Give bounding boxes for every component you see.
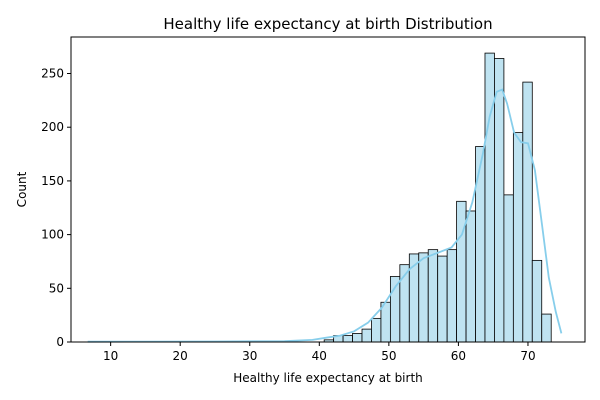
histogram-bar	[465, 210, 476, 343]
bars-group	[323, 52, 552, 343]
y-tick-label: 200	[41, 120, 64, 134]
histogram-bar	[342, 335, 353, 343]
x-tick-label: 70	[520, 349, 535, 363]
y-axis-ticks: 0 50 100 150 200 250	[41, 67, 71, 349]
histogram-bar	[352, 333, 363, 343]
x-tick-label: 10	[103, 349, 118, 363]
y-tick-label: 150	[41, 174, 64, 188]
histogram-bar	[418, 252, 429, 343]
x-axis-label: Healthy life expectancy at birth	[233, 371, 423, 385]
histogram-bar	[446, 249, 458, 343]
y-tick-label: 0	[56, 335, 64, 349]
histogram-bar	[456, 200, 467, 343]
histogram-bar	[531, 259, 543, 343]
x-axis-ticks: 10 20 30 40 50 60 70	[103, 342, 536, 363]
histogram-bar	[484, 52, 495, 343]
histogram-bar	[503, 194, 514, 343]
histogram-bar	[512, 132, 524, 343]
histogram-bar	[361, 328, 372, 343]
histogram-bar	[541, 313, 552, 343]
x-tick-label: 30	[242, 349, 257, 363]
y-tick-label: 250	[41, 67, 64, 81]
x-tick-label: 50	[381, 349, 396, 363]
histogram-bar	[437, 255, 448, 343]
histogram-bar	[522, 81, 533, 343]
plot-frame	[70, 36, 586, 343]
histogram-bar	[494, 58, 505, 343]
y-tick-label: 50	[49, 281, 64, 295]
y-axis-label: Count	[15, 171, 29, 207]
x-tick-label: 20	[173, 349, 188, 363]
x-tick-label: 60	[451, 349, 466, 363]
kde-line	[87, 88, 563, 343]
y-tick-label: 100	[41, 228, 64, 242]
histogram-bar	[371, 317, 382, 343]
x-tick-label: 40	[312, 349, 327, 363]
histogram-bar	[475, 146, 486, 343]
histogram-bar	[427, 249, 439, 343]
chart-title: Healthy life expectancy at birth Distrib…	[163, 15, 492, 33]
